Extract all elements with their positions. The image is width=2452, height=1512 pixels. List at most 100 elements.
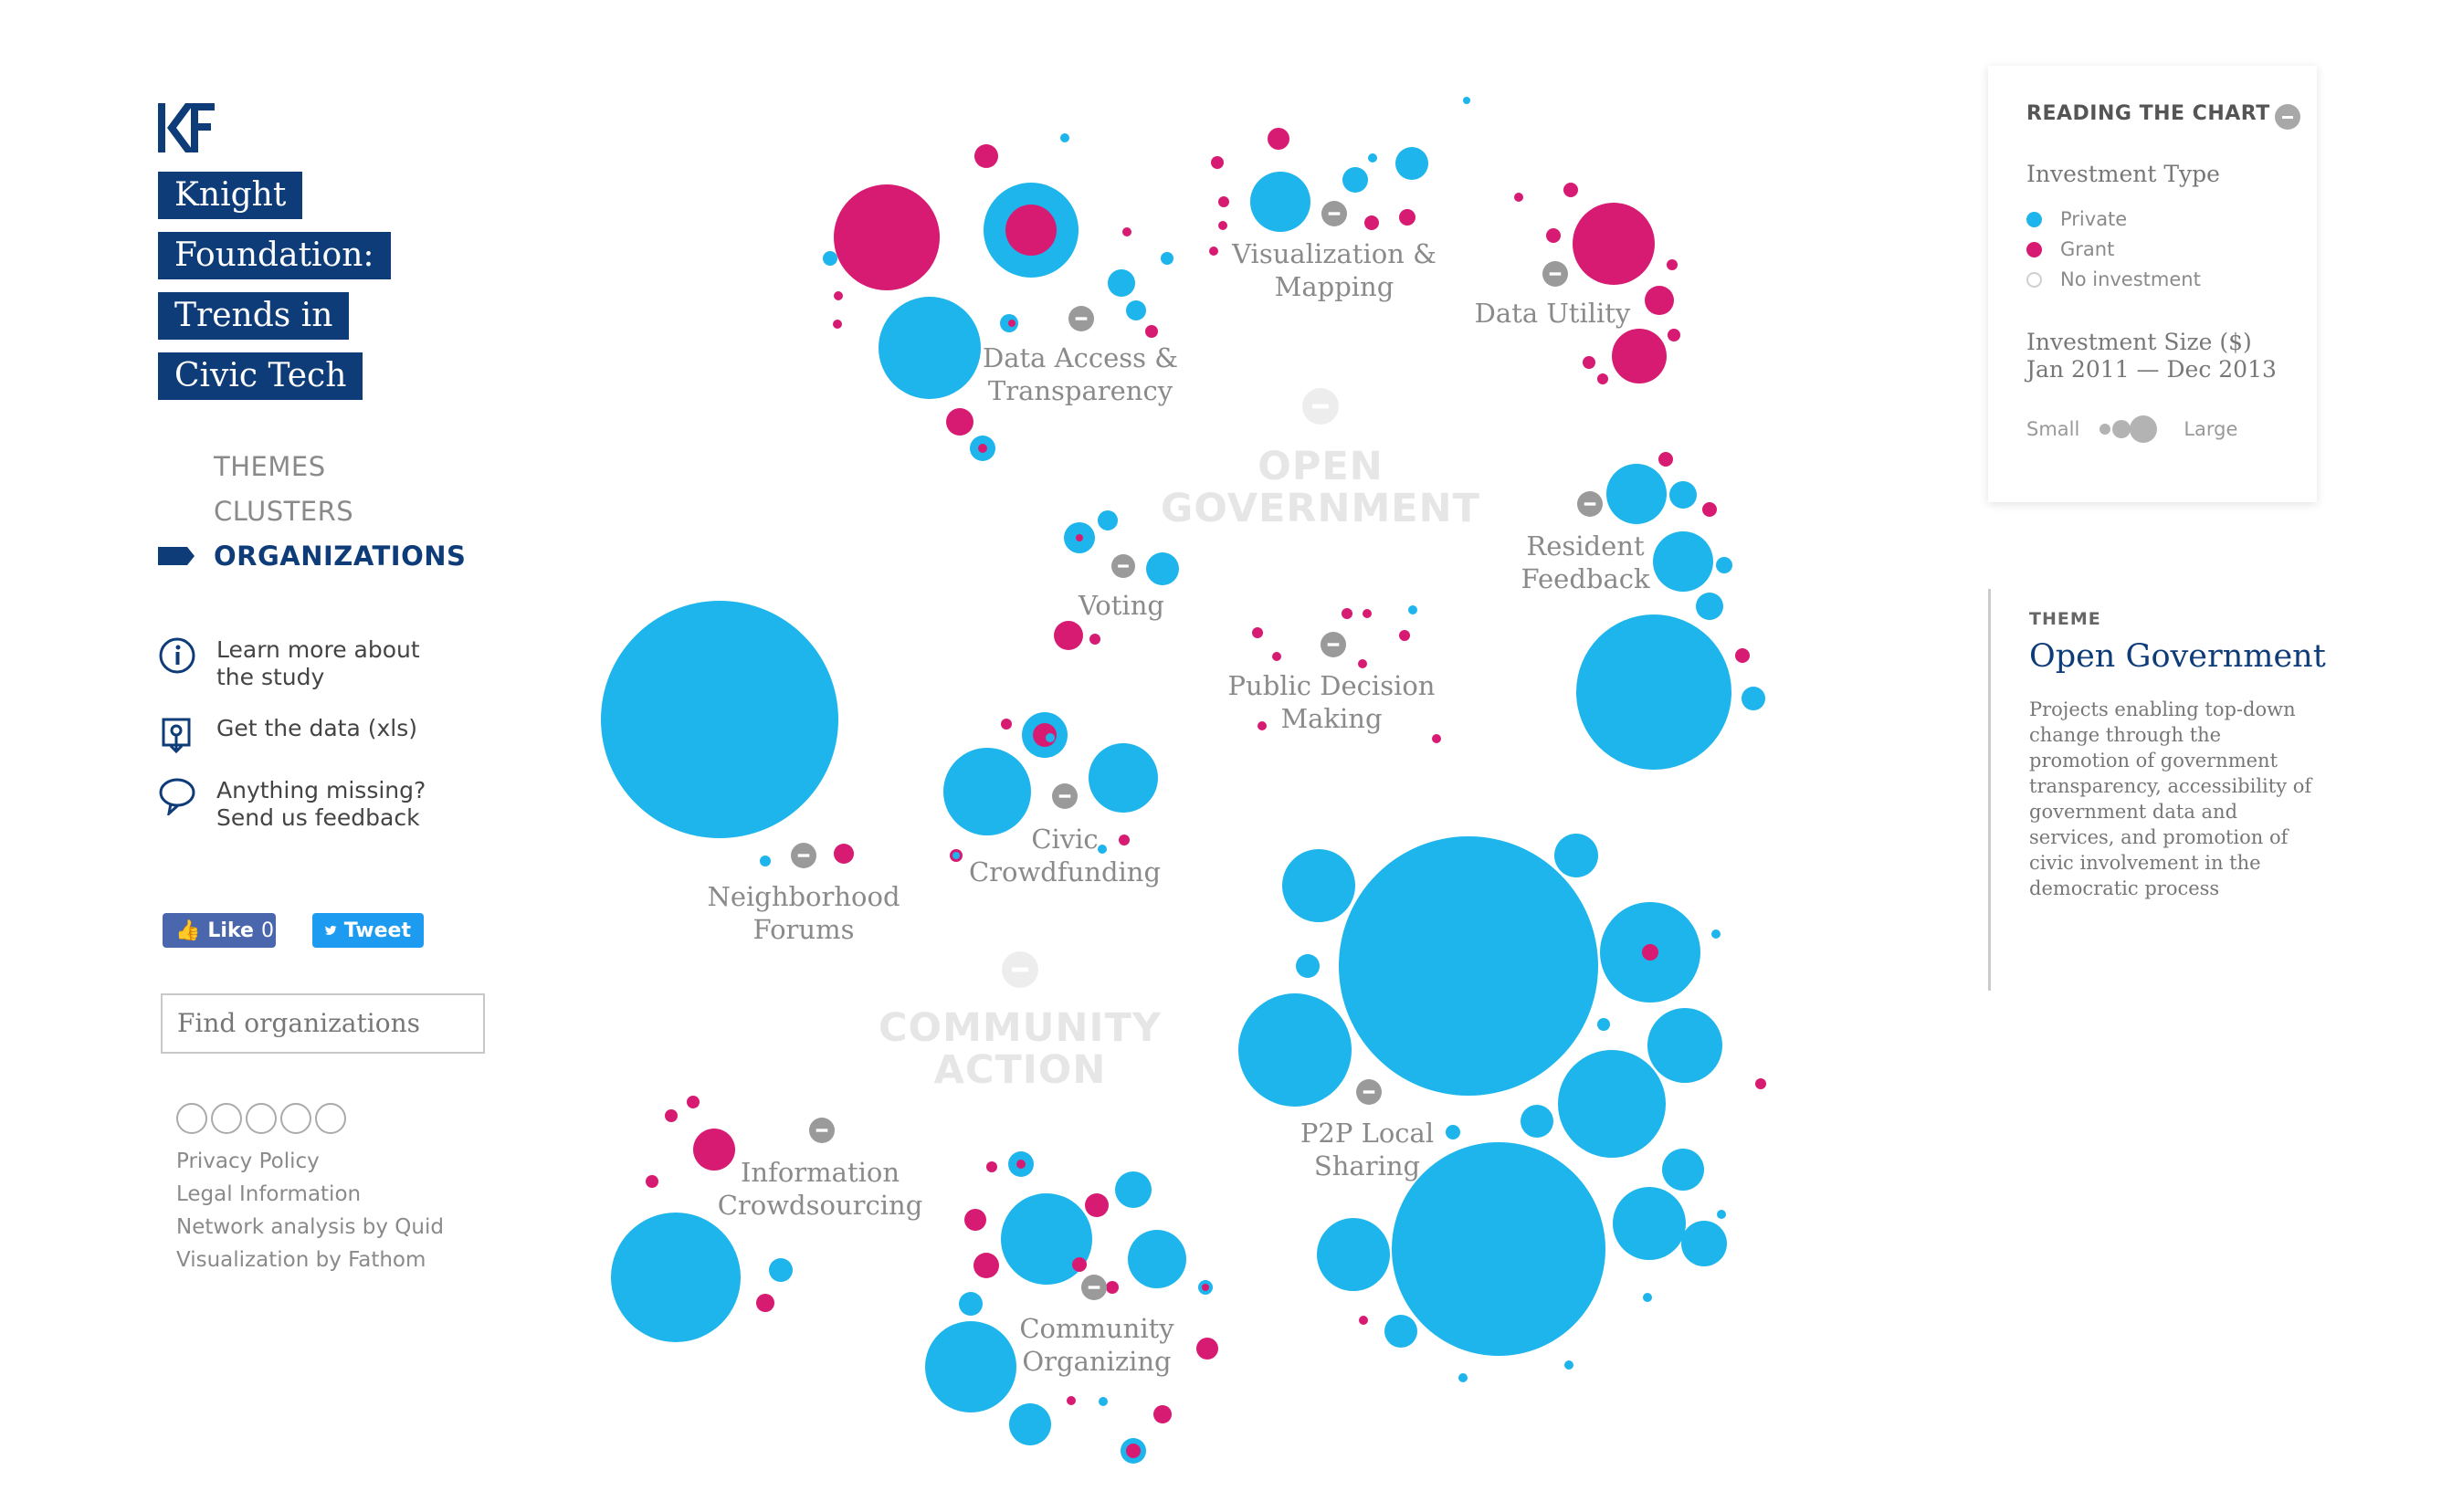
organization-bubble[interactable] [1384,1315,1417,1348]
privacy-policy-link[interactable]: Privacy Policy [176,1150,320,1173]
organization-bubble[interactable] [946,408,973,436]
organization-bubble[interactable] [1001,1193,1092,1285]
organization-bubble[interactable] [1089,743,1158,813]
organization-bubble[interactable] [1258,721,1267,730]
organization-bubble[interactable] [879,297,981,399]
organization-bubble[interactable] [1662,1149,1704,1191]
feedback-link[interactable]: Anything missing? Send us feedback [158,777,454,832]
organization-bubble[interactable] [1463,97,1470,104]
organization-bubble[interactable] [1209,247,1218,256]
organization-bubble[interactable] [1558,1050,1666,1158]
organization-bubble[interactable] [1563,183,1578,197]
organization-bubble[interactable] [1089,634,1100,645]
organization-bubble[interactable] [1218,221,1227,230]
organization-bubble[interactable] [1122,227,1131,236]
organization-bubble[interactable] [1667,259,1678,270]
organization-bubble[interactable] [833,320,842,329]
organization-bubble[interactable] [1085,1193,1109,1217]
creative-commons-badges[interactable] [176,1103,346,1134]
organization-bubble[interactable] [1606,464,1667,524]
organization-bubble[interactable] [1716,557,1732,573]
organization-bubble[interactable] [646,1175,658,1188]
organization-bubble[interactable] [1339,836,1598,1096]
organization-bubble[interactable] [834,184,940,290]
organization-bubble[interactable] [1153,1405,1172,1423]
organization-bubble[interactable] [611,1213,741,1342]
organization-bubble[interactable] [1146,552,1179,585]
organization-bubble[interactable] [1696,593,1723,620]
organization-bubble[interactable] [1668,329,1680,341]
organization-bubble[interactable] [1364,215,1379,230]
organization-bubble[interactable] [986,1161,997,1172]
legal-information-link[interactable]: Legal Information [176,1182,362,1206]
organization-bubble[interactable] [1098,845,1107,854]
organization-bubble[interactable] [1368,153,1377,163]
collapse-legend-button[interactable] [2275,104,2300,130]
organization-bubble[interactable] [823,251,837,266]
organization-bubble[interactable] [1282,849,1355,922]
organization-bubble[interactable] [1597,373,1608,384]
organization-bubble[interactable] [1546,228,1561,243]
organization-bubble[interactable] [1408,605,1417,614]
organization-bubble[interactable] [1711,929,1721,939]
organization-bubble[interactable] [1272,652,1281,661]
organization-bubble[interactable] [1098,510,1118,530]
organization-bubble[interactable] [1742,687,1765,710]
organization-bubble[interactable] [1046,733,1055,742]
organization-bubble[interactable] [1583,356,1595,369]
organization-bubble[interactable] [665,1109,678,1122]
organization-bubble[interactable] [1702,502,1717,517]
organization-bubble[interactable] [1399,630,1410,641]
organization-bubble[interactable] [973,1253,999,1278]
organization-bubble[interactable] [943,748,1031,835]
organization-bubble[interactable] [1458,1373,1468,1382]
organization-bubble[interactable] [1268,128,1289,150]
organization-bubble[interactable] [1342,167,1368,193]
organization-bubble[interactable] [1119,835,1130,845]
organization-bubble[interactable] [1008,320,1016,327]
organization-bubble[interactable] [693,1129,735,1171]
organization-bubble[interactable] [1392,1142,1605,1356]
organization-bubble[interactable] [1399,209,1415,226]
facebook-like-button[interactable]: 👍 Like 0 [163,913,276,948]
nav-clusters[interactable]: CLUSTERS [158,488,466,533]
organization-bubble[interactable] [1669,481,1697,509]
organization-bubble[interactable] [769,1258,793,1282]
organization-bubble[interactable] [1108,269,1135,297]
organization-bubble[interactable] [1238,993,1352,1107]
organization-bubble[interactable] [1358,659,1367,668]
tweet-button[interactable]: Tweet [312,913,424,948]
knight-foundation-logo[interactable] [158,103,215,152]
organization-bubble[interactable] [1115,1171,1152,1208]
organization-bubble[interactable] [1317,1218,1390,1291]
organization-bubble[interactable] [1009,1403,1051,1445]
organization-bubble[interactable] [1612,329,1667,383]
organization-bubble[interactable] [1647,1008,1722,1083]
organization-bubble[interactable] [1564,1360,1573,1370]
organization-bubble[interactable] [1067,1396,1076,1405]
organization-bubble[interactable] [1211,156,1224,169]
organization-bubble[interactable] [1395,147,1428,180]
fathom-credit-link[interactable]: Visualization by Fathom [176,1248,426,1272]
organization-bubble[interactable] [1252,627,1263,638]
organization-bubble[interactable] [1645,286,1674,315]
organization-bubble[interactable] [834,844,854,864]
organization-bubble[interactable] [1342,608,1352,619]
organization-bubble[interactable] [1597,1018,1610,1031]
organization-bubble[interactable] [1554,834,1598,877]
organization-bubble[interactable] [1072,1257,1087,1272]
organization-bubble[interactable] [1128,1230,1186,1288]
organization-bubble[interactable] [964,1209,986,1231]
organization-bubble[interactable] [601,601,838,838]
organization-bubble[interactable] [1681,1221,1727,1266]
organization-bubble[interactable] [1643,1293,1652,1302]
organization-bubble[interactable] [1099,1397,1108,1406]
organization-bubble[interactable] [1359,1316,1368,1325]
organization-bubble[interactable] [1363,609,1372,618]
organization-bubble[interactable] [1521,1105,1553,1138]
organization-bubble[interactable] [1218,196,1229,207]
nav-themes[interactable]: THEMES [158,444,466,488]
learn-more-link[interactable]: Learn more about the study [158,636,454,691]
organization-bubble[interactable] [925,1321,1016,1412]
organization-bubble[interactable] [834,291,843,300]
